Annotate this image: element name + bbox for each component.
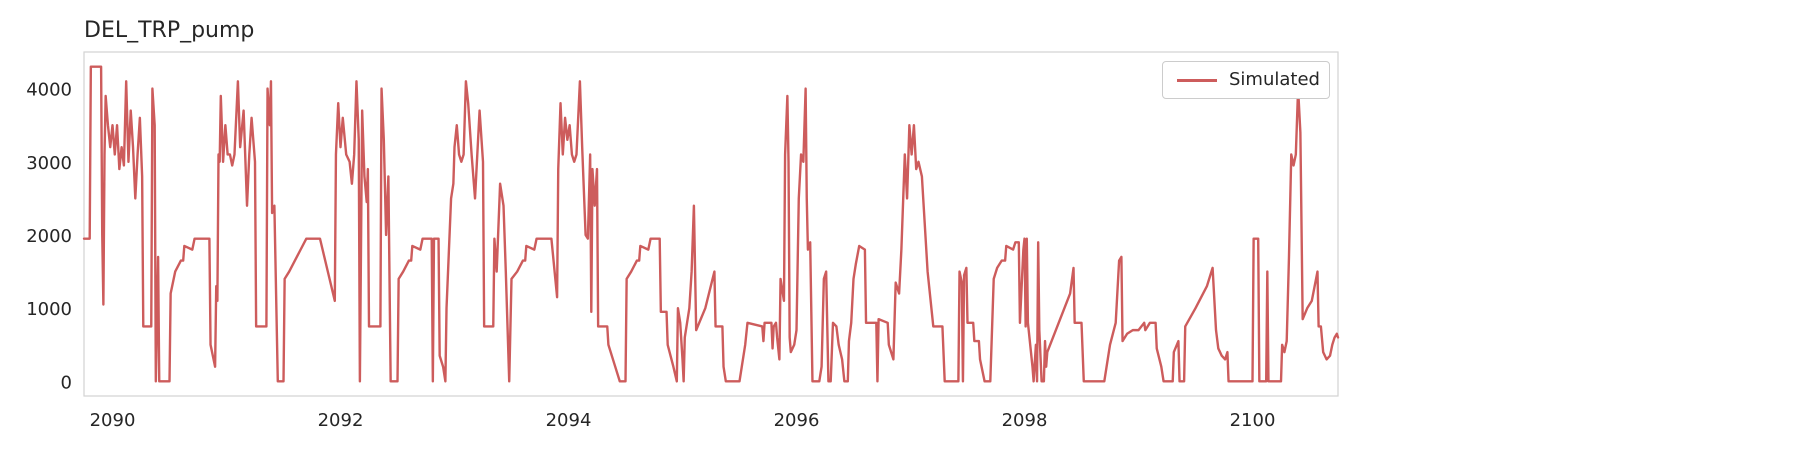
legend-swatch-simulated <box>1177 79 1217 82</box>
x-tick-label: 2090 <box>90 410 136 431</box>
plot-frame <box>83 51 1339 397</box>
x-tick-label: 2100 <box>1230 410 1276 431</box>
tick-labels: 0 1000 2000 3000 4000 2090 2092 2094 2096 2098 210… <box>26 80 1275 431</box>
chart-title: DEL_TRP_pump <box>84 18 255 43</box>
x-tick-label: 2098 <box>1002 410 1048 431</box>
y-tick-label: 4000 <box>26 80 72 101</box>
y-tick-label: 1000 <box>26 299 72 320</box>
y-tick-label: 2000 <box>26 226 72 247</box>
y-tick-label: 3000 <box>26 153 72 174</box>
legend: Simulated <box>1162 61 1330 99</box>
legend-label-simulated: Simulated <box>1229 69 1320 90</box>
series-layer <box>82 65 1340 383</box>
axes-frame <box>83 51 1339 397</box>
series-line-simulated <box>82 65 1340 383</box>
y-tick-label: 0 <box>61 372 72 393</box>
x-tick-label: 2092 <box>318 410 364 431</box>
x-tick-label: 2096 <box>774 410 820 431</box>
x-tick-label: 2094 <box>546 410 592 431</box>
